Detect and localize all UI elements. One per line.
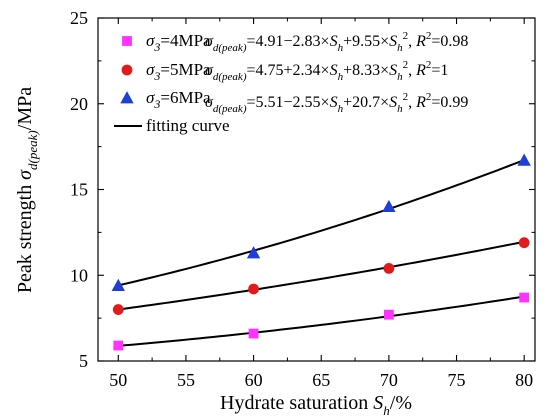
x-tick-label: 80 bbox=[515, 370, 533, 390]
legend-pressure-value: =6MPa bbox=[160, 88, 211, 107]
legend-sigma-symbol: σ bbox=[146, 31, 155, 50]
equation-variable-symbol: S bbox=[389, 33, 397, 50]
x-axis-title-prefix: Hydrate saturation bbox=[220, 392, 373, 414]
data-point-series-1 bbox=[383, 309, 394, 320]
equation-power: 2 bbox=[403, 59, 409, 71]
data-point-series-1 bbox=[248, 328, 259, 339]
legend-sigma-symbol: σ bbox=[146, 88, 155, 107]
x-tick-label: 65 bbox=[312, 370, 330, 390]
x-axis-title-suffix: /% bbox=[390, 392, 412, 414]
equation-lhs-subscript: d(peak) bbox=[213, 103, 247, 115]
equation-r-power: 2 bbox=[426, 91, 432, 103]
equation-variable-subscript: h bbox=[397, 103, 403, 115]
y-tick-label: 25 bbox=[70, 8, 88, 28]
y-tick-label: 20 bbox=[70, 94, 88, 114]
equation-variable-subscript: h bbox=[338, 103, 344, 115]
equation-power: 2 bbox=[403, 30, 409, 42]
fitting-curve-series-2 bbox=[118, 240, 525, 311]
equation-variable-subscript: h bbox=[338, 42, 344, 54]
equation-r-power: 2 bbox=[426, 59, 432, 71]
data-point-series-2 bbox=[248, 283, 259, 295]
equation-r-power: 2 bbox=[426, 30, 432, 42]
x-tick-label: 55 bbox=[177, 370, 195, 390]
data-point-series-2 bbox=[518, 237, 530, 249]
equation-r-symbol: R bbox=[415, 94, 426, 111]
equation-variable-subscript: h bbox=[338, 71, 344, 83]
equation-series-3: σd(peak)=5.51−2.55×Sh+20.7×Sh2, R2=0.99 bbox=[205, 91, 468, 115]
legend-marker-series-2 bbox=[121, 64, 133, 76]
equation-body-part-2: +20.7× bbox=[343, 94, 389, 111]
equation-r-value: =0.98 bbox=[431, 33, 468, 50]
equation-body-part-1: =5.51−2.55× bbox=[246, 94, 329, 111]
legend-pressure-value: =5MPa bbox=[160, 60, 211, 79]
data-point-series-3 bbox=[111, 278, 125, 291]
legend-sigma-subscript: 3 bbox=[153, 69, 160, 83]
equation-lhs-subscript: d(peak) bbox=[213, 71, 247, 83]
equation-power: 2 bbox=[403, 91, 409, 103]
legend-marker-series-1 bbox=[122, 36, 132, 46]
data-point-series-3 bbox=[517, 153, 531, 166]
data-point-series-1 bbox=[113, 340, 124, 351]
y-axis-title-subscript: d(peak) bbox=[25, 130, 40, 170]
legend-fitting-curve-label: fitting curve bbox=[146, 116, 230, 135]
equation-r-symbol: R bbox=[415, 62, 426, 79]
equation-variable-subscript: h bbox=[397, 42, 403, 54]
legend-label-series-2: σ3=5MPa bbox=[146, 60, 211, 83]
equation-series-2: σd(peak)=4.75+2.34×Sh+8.33×Sh2, R2=1 bbox=[205, 59, 448, 83]
equation-variable-symbol: S bbox=[330, 94, 338, 111]
legend-marker-series-3 bbox=[120, 91, 134, 104]
equation-series-1: σd(peak)=4.91−2.83×Sh+9.55×Sh2, R2=0.98 bbox=[205, 30, 468, 54]
y-tick-label: 5 bbox=[79, 351, 88, 371]
equation-lhs-subscript: d(peak) bbox=[213, 42, 247, 54]
equation-variable-symbol: S bbox=[389, 94, 397, 111]
y-tick-label: 10 bbox=[70, 265, 88, 285]
equation-body-part-2: +8.33× bbox=[343, 62, 389, 79]
data-point-series-3 bbox=[382, 199, 396, 213]
equation-lhs-symbol: σ bbox=[205, 62, 214, 79]
x-tick-label: 60 bbox=[245, 370, 263, 390]
x-axis-title: Hydrate saturation Sh/% bbox=[220, 392, 412, 418]
fitting-curve-series-1 bbox=[118, 295, 525, 347]
y-axis-title-symbol: σ bbox=[14, 169, 36, 180]
equation-r-value: =0.99 bbox=[431, 94, 468, 111]
x-tick-label: 75 bbox=[448, 370, 466, 390]
x-tick-label: 50 bbox=[109, 370, 127, 390]
data-point-series-3 bbox=[246, 246, 261, 259]
y-axis-title-suffix: /MPa bbox=[14, 87, 36, 130]
x-axis-title-subscript: h bbox=[383, 403, 390, 418]
legend-sigma-symbol: σ bbox=[146, 60, 155, 79]
data-point-series-2 bbox=[383, 262, 395, 274]
fitting-curve-series-3 bbox=[118, 159, 525, 287]
x-tick-label: 70 bbox=[380, 370, 398, 390]
equation-separator: , bbox=[408, 62, 416, 79]
data-point-series-2 bbox=[112, 304, 124, 315]
legend-pressure-value: =4MPa bbox=[160, 31, 211, 50]
equation-body-part-1: =4.91−2.83× bbox=[246, 33, 329, 50]
equation-variable-symbol: S bbox=[389, 62, 397, 79]
y-axis-title: Peak strength σd(peak)/MPa bbox=[14, 87, 40, 293]
equation-lhs-symbol: σ bbox=[205, 94, 214, 111]
y-axis-title-prefix: Peak strength bbox=[14, 180, 36, 293]
equation-r-value: =1 bbox=[431, 62, 448, 79]
legend-sigma-subscript: 3 bbox=[153, 97, 160, 111]
legend-label-series-1: σ3=4MPa bbox=[146, 31, 211, 54]
equation-separator: , bbox=[408, 33, 416, 50]
equation-separator: , bbox=[408, 94, 416, 111]
y-tick-label: 15 bbox=[70, 180, 88, 200]
equation-body-part-1: =4.75+2.34× bbox=[246, 62, 329, 79]
equation-variable-symbol: S bbox=[330, 33, 338, 50]
equation-variable-subscript: h bbox=[397, 71, 403, 83]
equation-lhs-symbol: σ bbox=[205, 33, 214, 50]
equation-variable-symbol: S bbox=[330, 62, 338, 79]
data-point-series-1 bbox=[519, 292, 530, 303]
x-axis-title-symbol: S bbox=[373, 392, 383, 414]
equation-r-symbol: R bbox=[415, 33, 426, 50]
equation-body-part-2: +9.55× bbox=[343, 33, 389, 50]
legend-sigma-subscript: 3 bbox=[153, 40, 160, 54]
legend-label-series-3: σ3=6MPa bbox=[146, 88, 211, 111]
